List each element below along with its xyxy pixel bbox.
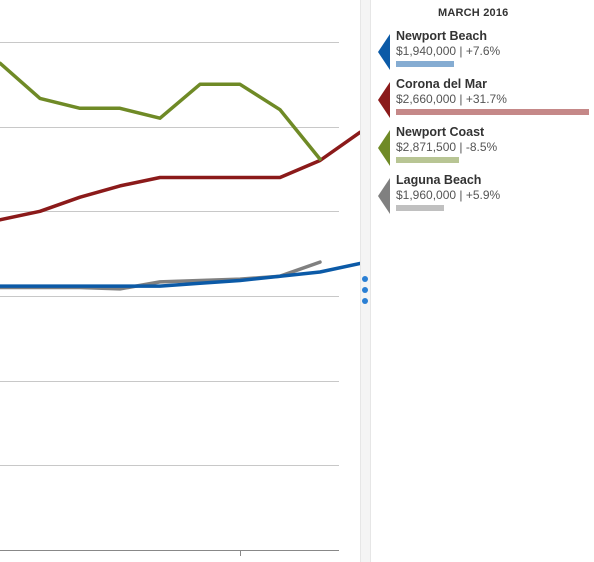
- series-line-corona-del-mar[interactable]: [0, 130, 360, 228]
- legend-entry-name: Corona del Mar: [396, 77, 487, 91]
- legend-entry-stat: $2,871,500 | -8.5%: [396, 140, 498, 154]
- legend-change-bar: [396, 157, 459, 163]
- chart-series: [0, 61, 360, 291]
- legend-entry-newport-coast[interactable]: Newport Coast $2,871,500 | -8.5%: [372, 125, 594, 169]
- legend-title: MARCH 2016: [438, 7, 509, 19]
- legend-entry-corona-del-mar[interactable]: Corona del Mar $2,660,000 | +31.7%: [372, 77, 594, 121]
- left-arrow-icon: [378, 130, 390, 166]
- left-arrow-icon: [378, 34, 390, 70]
- x-axis: [0, 550, 339, 556]
- left-arrow-icon: [378, 178, 390, 214]
- legend-entry-stat: $1,960,000 | +5.9%: [396, 188, 501, 202]
- legend-change-bar: [396, 205, 444, 211]
- vertical-dots-icon[interactable]: [361, 274, 370, 306]
- legend-change-bar: [396, 61, 454, 67]
- left-arrow-icon: [378, 82, 390, 118]
- legend-entry-newport-beach[interactable]: Newport Beach $1,940,000 | +7.6%: [372, 29, 594, 73]
- line-chart: [0, 42, 360, 556]
- legend-entry-name: Newport Beach: [396, 29, 487, 43]
- legend-panel: MARCH 2016 Newport Beach $1,940,000 | +7…: [372, 0, 594, 562]
- legend-entry-name: Laguna Beach: [396, 173, 482, 187]
- legend-entry-stat: $1,940,000 | +7.6%: [396, 44, 501, 58]
- chart-gridlines: [0, 42, 339, 466]
- series-line-newport-coast[interactable]: [0, 61, 322, 161]
- legend-entry-name: Newport Coast: [396, 125, 485, 139]
- legend-entry-laguna-beach[interactable]: Laguna Beach $1,960,000 | +5.9%: [372, 173, 594, 217]
- legend-change-bar: [396, 109, 589, 115]
- legend-entry-stat: $2,660,000 | +31.7%: [396, 92, 507, 106]
- series-line-newport-beach[interactable]: [0, 261, 360, 288]
